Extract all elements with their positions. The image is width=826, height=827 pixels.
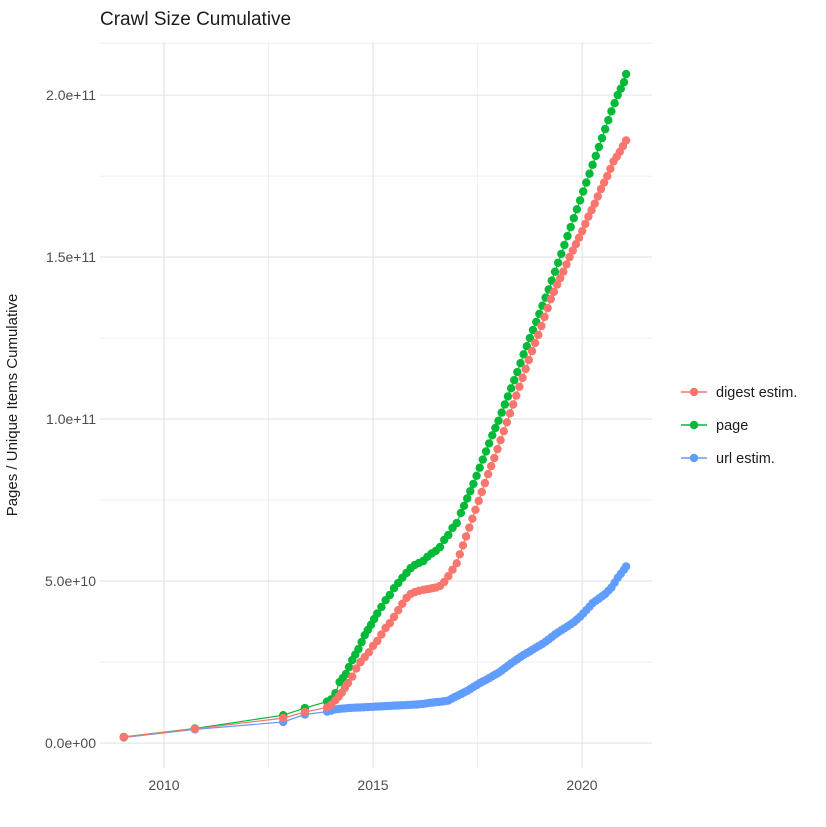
series-points-page: [119, 69, 631, 742]
gridlines-minor: [100, 42, 652, 768]
legend-key-dot-page: [689, 420, 699, 430]
x-tick-2: 2020: [566, 777, 597, 793]
series-points-url-estim-: [119, 562, 631, 742]
chart-title: Crawl Size Cumulative: [100, 9, 291, 30]
x-axis-tick-labels: 2010 2015 2020: [148, 777, 597, 793]
legend-label-digest: digest estim.: [716, 385, 797, 401]
series-line-url-estim-: [123, 566, 627, 739]
y-axis-tick-labels: 0.0e+00 5.0e+10 1.0e+11 1.5e+11 2.0e+11: [45, 87, 96, 751]
legend-label-url: url estim.: [716, 451, 775, 467]
x-tick-0: 2010: [148, 777, 179, 793]
legend-key-dot-digest: [689, 387, 699, 397]
legend-item-page: page: [681, 418, 748, 434]
x-tick-1: 2015: [357, 777, 388, 793]
y-axis-title: Pages / Unique Items Cumulative: [4, 294, 21, 517]
series-layer: [119, 69, 631, 742]
y-tick-2: 1.0e+11: [46, 411, 96, 427]
legend-item-url: url estim.: [681, 451, 775, 467]
y-tick-0: 0.0e+00: [45, 735, 96, 751]
gridlines-major: [100, 42, 652, 768]
legend-label-page: page: [716, 418, 748, 434]
series-points-digest-estim-: [119, 136, 631, 742]
legend-item-digest: digest estim.: [681, 385, 797, 401]
legend: digest estim. page url estim.: [681, 385, 797, 467]
legend-key-dot-url: [689, 453, 699, 463]
y-tick-3: 1.5e+11: [46, 249, 96, 265]
y-tick-1: 5.0e+10: [45, 573, 96, 589]
y-tick-4: 2.0e+11: [46, 87, 96, 103]
